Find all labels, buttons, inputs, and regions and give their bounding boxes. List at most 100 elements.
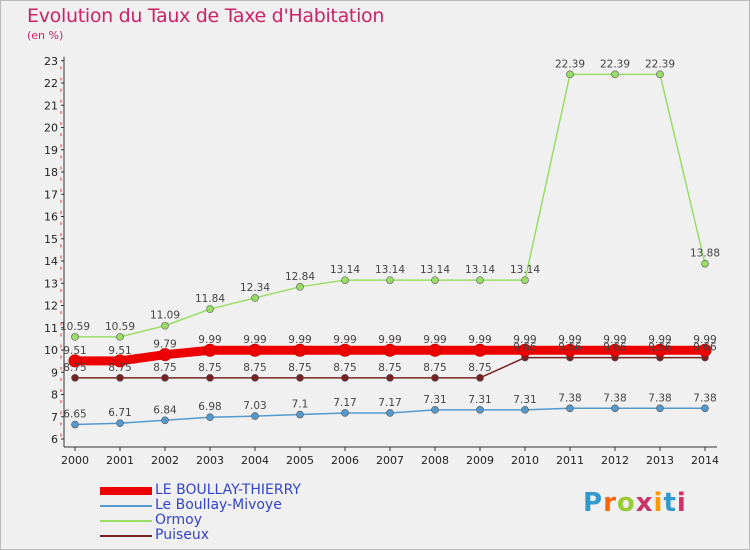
data-point — [476, 276, 484, 284]
x-tick-label: 2013 — [646, 454, 674, 467]
data-label: 8.75 — [288, 362, 311, 374]
data-label: 8.75 — [108, 362, 131, 374]
data-label: 9.99 — [333, 334, 356, 346]
data-label: 7.38 — [648, 392, 671, 404]
y-tick-label: 18 — [44, 166, 58, 179]
data-point — [656, 70, 664, 79]
logo-letter: i — [676, 488, 687, 518]
y-tick-label: 22 — [44, 77, 58, 90]
legend-swatch — [100, 505, 152, 507]
y-tick-label: 8 — [51, 389, 58, 402]
data-label: 9.99 — [198, 334, 221, 346]
data-label: 8.75 — [243, 362, 266, 374]
data-label: 9.99 — [648, 334, 671, 346]
data-label: 6.84 — [153, 404, 177, 416]
data-label: 7.38 — [693, 392, 716, 404]
y-tick-label: 19 — [44, 144, 58, 157]
data-label: 9.99 — [558, 334, 581, 346]
data-label: 8.75 — [378, 362, 401, 374]
legend: LE BOULLAY-THIERRY Le Boullay-Mivoye Ormoy… — [100, 483, 360, 543]
y-tick-label: 11 — [44, 322, 58, 335]
y-tick-label: 23 — [44, 55, 58, 68]
data-label: 9.51 — [108, 345, 131, 357]
data-label: 22.39 — [555, 58, 585, 70]
data-label: 7.38 — [558, 392, 581, 404]
data-label: 6.65 — [63, 409, 86, 421]
logo-letter: x — [635, 488, 654, 518]
data-point — [203, 343, 217, 357]
logo-letter: P — [583, 488, 604, 518]
data-point — [386, 409, 394, 417]
x-tick-label: 2002 — [151, 454, 179, 467]
data-point — [206, 374, 214, 382]
proxiti-logo: Proxiti — [583, 488, 687, 518]
data-point — [611, 70, 619, 79]
legend-label: Le Boullay-Mivoye — [155, 497, 282, 513]
data-point — [251, 374, 259, 382]
data-label: 7.31 — [423, 394, 446, 406]
data-point — [116, 374, 124, 382]
data-label: 9.99 — [288, 334, 311, 346]
data-point — [161, 416, 169, 425]
data-label: 8.75 — [198, 362, 221, 374]
data-label: 9.99 — [693, 334, 716, 346]
x-tick-label: 2003 — [196, 454, 224, 467]
data-label: 9.99 — [423, 334, 446, 346]
data-label: 9.99 — [603, 334, 626, 346]
data-point — [293, 343, 307, 357]
data-point — [476, 406, 484, 414]
legend-label: LE BOULLAY-THIERRY — [155, 482, 301, 498]
data-point — [518, 343, 532, 357]
y-tick-label: 17 — [44, 188, 58, 201]
data-point — [206, 413, 214, 421]
data-point — [428, 343, 442, 357]
data-label: 9.99 — [378, 334, 401, 346]
data-label: 9.51 — [63, 345, 86, 357]
legend-item: Ormoy — [100, 513, 360, 528]
data-label: 9.66 — [648, 342, 672, 354]
x-tick-label: 2012 — [601, 454, 629, 467]
data-point — [71, 374, 79, 382]
data-point — [71, 420, 79, 429]
data-label: 12.84 — [285, 271, 315, 283]
data-point — [386, 276, 394, 284]
data-point — [566, 404, 574, 413]
y-tick-label: 9 — [51, 366, 58, 379]
data-point — [116, 419, 124, 428]
data-label: 7.17 — [333, 397, 356, 409]
y-tick-label: 12 — [44, 300, 58, 313]
data-point — [563, 343, 577, 357]
data-label: 13.14 — [510, 264, 540, 276]
data-point — [653, 343, 667, 357]
y-tick-label: 15 — [44, 233, 58, 246]
data-point — [296, 283, 304, 291]
data-point — [431, 276, 439, 284]
chart-subtitle: (en %) — [27, 29, 64, 42]
data-point — [251, 294, 259, 302]
data-label: 9.99 — [468, 334, 491, 346]
x-tick-label: 2001 — [106, 454, 134, 467]
x-tick-label: 2007 — [376, 454, 404, 467]
data-label: 8.75 — [153, 362, 176, 374]
legend-swatch — [100, 520, 152, 522]
data-label: 9.66 — [603, 342, 627, 354]
data-label: 11.84 — [195, 293, 225, 305]
data-point — [431, 374, 439, 382]
x-tick-label: 2004 — [241, 454, 269, 467]
data-label: 22.39 — [600, 58, 630, 70]
data-label: 6.71 — [108, 407, 131, 419]
y-tick-label: 14 — [44, 255, 58, 268]
data-point — [656, 404, 664, 413]
data-label: 13.14 — [420, 264, 450, 276]
data-label: 7.31 — [468, 394, 491, 406]
data-point — [566, 70, 574, 79]
y-tick-label: 7 — [51, 411, 58, 424]
data-label: 8.75 — [423, 362, 446, 374]
legend-item: Le Boullay-Mivoye — [100, 498, 360, 513]
y-tick-label: 20 — [44, 122, 58, 135]
data-point — [116, 333, 124, 341]
x-tick-label: 2000 — [61, 454, 89, 467]
data-point — [521, 406, 529, 414]
legend-swatch — [100, 487, 152, 495]
data-point — [248, 343, 262, 357]
